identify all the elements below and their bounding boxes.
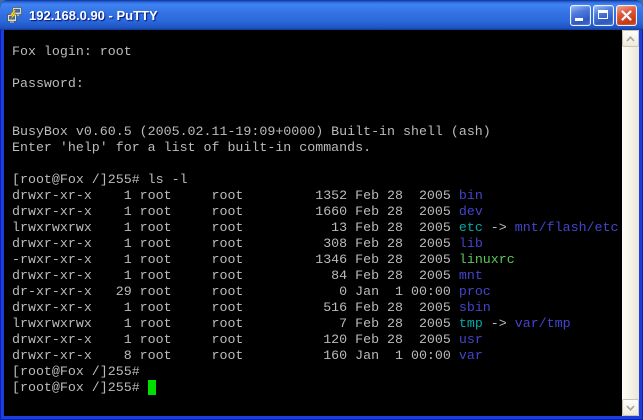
scroll-down-button[interactable]: [622, 399, 639, 416]
terminal-line: drwxr-xr-x 1 root root 308 Feb 28 2005 l…: [12, 236, 622, 252]
terminal-text-segment: proc: [458, 284, 491, 299]
terminal-line: Password:: [12, 76, 622, 92]
putty-app-icon[interactable]: [6, 6, 24, 24]
terminal-text-segment: drwxr-xr-x 1 root root 1660 Feb 28 2005: [12, 204, 459, 219]
terminal-line: [12, 92, 622, 108]
terminal-text-segment: Password:: [12, 76, 84, 91]
terminal-text-segment: mnt/flash/etc: [514, 220, 619, 235]
terminal-text-segment: drwxr-xr-x 8 root root 160 Jan 1 00:00: [12, 348, 459, 363]
terminal-text-segment: dev: [458, 204, 483, 219]
close-icon: [621, 9, 632, 21]
minimize-icon: [575, 17, 583, 21]
terminal-text-segment: -rwxr-xr-x 1 root root 1346 Feb 28 2005: [12, 252, 459, 267]
terminal-line: drwxr-xr-x 1 root root 120 Feb 28 2005 u…: [12, 332, 622, 348]
terminal-text-segment: drwxr-xr-x 1 root root 516 Feb 28 2005: [12, 300, 459, 315]
terminal-line: lrwxrwxrwx 1 root root 7 Feb 28 2005 tmp…: [12, 316, 622, 332]
terminal-text-segment: drwxr-xr-x 1 root root 120 Feb 28 2005: [12, 332, 459, 347]
terminal-text-segment: drwxr-xr-x 1 root root 84 Feb 28 2005: [12, 268, 459, 283]
terminal-text-segment: ->: [482, 316, 515, 331]
terminal-line: [root@Fox /]255#: [12, 364, 622, 380]
terminal-line: [12, 156, 622, 172]
minimize-button[interactable]: [570, 4, 591, 26]
terminal-text-segment: [root@Fox /]255# ls -l: [12, 172, 188, 187]
terminal-text-segment: mnt: [458, 268, 483, 283]
terminal-text-segment: lrwxrwxrwx 1 root root 7 Feb 28 2005: [12, 316, 459, 331]
terminal-output: Fox login: root Password: BusyBox v0.60.5 …: [4, 30, 622, 396]
maximize-icon: [598, 9, 608, 19]
window-controls: [570, 4, 637, 26]
terminal-text-segment: drwxr-xr-x 1 root root 308 Feb 28 2005: [12, 236, 459, 251]
terminal-text-segment: tmp: [458, 316, 483, 331]
terminal-text-segment: var: [458, 348, 483, 363]
terminal-scrollbar[interactable]: [622, 30, 639, 416]
terminal-text-segment: Enter 'help' for a list of built-in comm…: [12, 140, 372, 155]
terminal-text-segment: lib: [458, 236, 483, 251]
terminal-text-segment: [root@Fox /]255#: [12, 380, 148, 395]
terminal-text-segment: sbin: [458, 300, 491, 315]
terminal-line: drwxr-xr-x 1 root root 516 Feb 28 2005 s…: [12, 300, 622, 316]
scroll-up-button[interactable]: [622, 30, 639, 47]
terminal-cursor: [147, 380, 156, 395]
titlebar[interactable]: 192.168.0.90 - PuTTY: [0, 0, 643, 30]
terminal-line: Fox login: root: [12, 44, 622, 60]
terminal-line: -rwxr-xr-x 1 root root 1346 Feb 28 2005 …: [12, 252, 622, 268]
scrollbar-track[interactable]: [622, 47, 639, 399]
terminal-line: drwxr-xr-x 1 root root 1660 Feb 28 2005 …: [12, 204, 622, 220]
terminal-line: [root@Fox /]255# ls -l: [12, 172, 622, 188]
terminal-line: [12, 60, 622, 76]
terminal-text-segment: usr: [458, 332, 483, 347]
terminal-line: lrwxrwxrwx 1 root root 13 Feb 28 2005 et…: [12, 220, 622, 236]
terminal-line: BusyBox v0.60.5 (2005.02.11-19:09+0000) …: [12, 124, 622, 140]
terminal-text-segment: linuxrc: [458, 252, 515, 267]
terminal-line: drwxr-xr-x 8 root root 160 Jan 1 00:00 v…: [12, 348, 622, 364]
terminal-line: Enter 'help' for a list of built-in comm…: [12, 140, 622, 156]
terminal-text-segment: lrwxrwxrwx 1 root root 13 Feb 28 2005: [12, 220, 459, 235]
terminal-line: drwxr-xr-x 1 root root 84 Feb 28 2005 mn…: [12, 268, 622, 284]
window-title: 192.168.0.90 - PuTTY: [29, 7, 158, 23]
terminal-line: [root@Fox /]255#: [12, 380, 622, 396]
terminal-text-segment: bin: [458, 188, 483, 203]
terminal-line: [12, 108, 622, 124]
maximize-button[interactable]: [593, 4, 614, 26]
terminal-text-segment: drwxr-xr-x 1 root root 1352 Feb 28 2005: [12, 188, 459, 203]
terminal-text-segment: dr-xr-xr-x 29 root root 0 Jan 1 00:00: [12, 284, 459, 299]
terminal-text-segment: BusyBox v0.60.5 (2005.02.11-19:09+0000) …: [12, 124, 491, 139]
terminal-text-segment: [root@Fox /]255#: [12, 364, 140, 379]
terminal-line: dr-xr-xr-x 29 root root 0 Jan 1 00:00 pr…: [12, 284, 622, 300]
terminal-text-segment: Fox login: root: [12, 44, 132, 59]
terminal-text-segment: var/tmp: [514, 316, 571, 331]
chevron-down-icon: [626, 404, 635, 411]
chevron-up-icon: [626, 35, 635, 42]
terminal-screen[interactable]: Fox login: root Password: BusyBox v0.60.5 …: [4, 30, 622, 416]
terminal-line: drwxr-xr-x 1 root root 1352 Feb 28 2005 …: [12, 188, 622, 204]
terminal-text-segment: etc: [458, 220, 483, 235]
close-button[interactable]: [616, 4, 637, 26]
terminal-text-segment: ->: [482, 220, 515, 235]
